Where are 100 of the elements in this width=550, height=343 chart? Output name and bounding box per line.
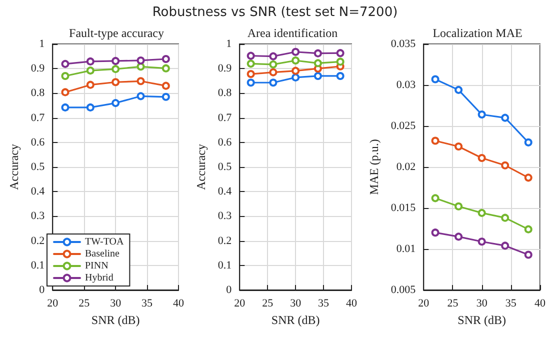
point (112, 78, 120, 86)
x-tick-label: 20 (234, 298, 246, 310)
x-tick-label: 30 (290, 298, 302, 310)
x-tick-label: 20 (47, 298, 59, 310)
point (162, 82, 170, 90)
point (478, 238, 486, 246)
y-tick-label: 0.2 (30, 234, 45, 247)
point (136, 92, 145, 100)
y-tick-label: 0.1 (30, 259, 45, 272)
x-tick-label: 25 (262, 298, 274, 310)
point (524, 225, 532, 234)
point (292, 56, 300, 64)
x-tick-label: 35 (142, 298, 154, 310)
x-tick-label: 35 (505, 298, 517, 310)
legend-label: PINN (85, 260, 108, 272)
point (269, 52, 278, 60)
point (314, 72, 322, 80)
point (478, 154, 486, 162)
point (112, 56, 120, 65)
point (61, 88, 70, 96)
point (501, 214, 510, 222)
point (524, 138, 532, 146)
point (86, 80, 94, 89)
y-axis-title: MAE (p.u.) (367, 139, 381, 195)
point (336, 49, 344, 58)
y-tick-label: 0.8 (30, 87, 46, 100)
legend-label: Baseline (85, 248, 120, 260)
y-tick-label: 0.5 (30, 161, 46, 173)
point (61, 103, 70, 112)
point (246, 70, 255, 78)
y-tick-label: 0.01 (396, 243, 416, 255)
point (246, 52, 255, 60)
y-axis-title: Accuracy (7, 144, 21, 190)
y-tick-label: 0.5 (218, 161, 232, 173)
point (454, 142, 463, 150)
y-tick-label: 0.2 (218, 234, 232, 247)
legend-label: TW-TOA (85, 236, 124, 248)
x-tick-label: 20 (418, 298, 430, 310)
y-tick-label: 0.005 (390, 284, 416, 296)
point (501, 161, 510, 170)
x-axis-title: SNR (dB) (458, 312, 506, 327)
point (431, 75, 440, 84)
point (86, 103, 94, 112)
y-tick-label: 0.035 (390, 38, 416, 50)
y-tick-label: 0.1 (218, 259, 232, 272)
point (431, 194, 440, 202)
x-tick-label: 40 (173, 298, 184, 310)
point (524, 174, 532, 182)
point (246, 60, 255, 68)
point (162, 64, 170, 72)
y-tick-label: 0.3 (30, 210, 46, 222)
point (524, 250, 532, 259)
y-tick-label: 0.025 (390, 120, 416, 132)
point (454, 232, 463, 241)
y-tick-label: 0.03 (396, 79, 416, 91)
point (162, 55, 170, 64)
chart-title: Localization MAE (432, 26, 522, 40)
point (112, 99, 120, 108)
y-tick-label: 0.7 (30, 112, 46, 124)
y-tick-label: 1 (226, 38, 232, 50)
legend-label: Hybrid (85, 272, 114, 284)
point (112, 65, 120, 74)
y-tick-label: 0.6 (30, 136, 46, 148)
point (86, 57, 94, 66)
point (454, 86, 463, 94)
point (61, 72, 70, 80)
y-tick-label: 0.8 (218, 87, 232, 100)
point (501, 114, 510, 122)
x-axis-title: SNR (dB) (271, 312, 320, 327)
y-tick-label: 1 (39, 38, 45, 50)
point (431, 228, 440, 237)
point (136, 77, 145, 86)
point (269, 68, 278, 76)
point (136, 62, 145, 71)
y-tick-label: 0.3 (218, 210, 232, 222)
y-tick-label: 0.02 (396, 161, 416, 173)
point (292, 66, 300, 75)
point (292, 48, 300, 56)
point (162, 92, 170, 101)
chart-title: Fault-type accuracy (69, 26, 164, 40)
x-tick-label: 30 (110, 298, 122, 310)
point (501, 242, 510, 250)
point (336, 58, 344, 66)
y-axis-title: Accuracy (194, 144, 208, 190)
point (314, 49, 322, 58)
point (246, 78, 255, 87)
y-tick-label: 0.9 (30, 62, 46, 75)
point (431, 136, 440, 145)
x-axis-title: SNR (dB) (91, 312, 140, 327)
point (336, 72, 344, 80)
point (314, 59, 322, 68)
point (478, 208, 486, 217)
point (292, 73, 300, 82)
y-tick-label: 0.4 (30, 186, 46, 198)
y-tick-label: 0.015 (390, 202, 416, 214)
x-tick-label: 35 (318, 298, 330, 310)
point (454, 202, 463, 210)
y-tick-label: 0.4 (218, 186, 232, 198)
y-tick-label: 0.6 (218, 136, 232, 148)
x-tick-label: 40 (346, 298, 358, 310)
